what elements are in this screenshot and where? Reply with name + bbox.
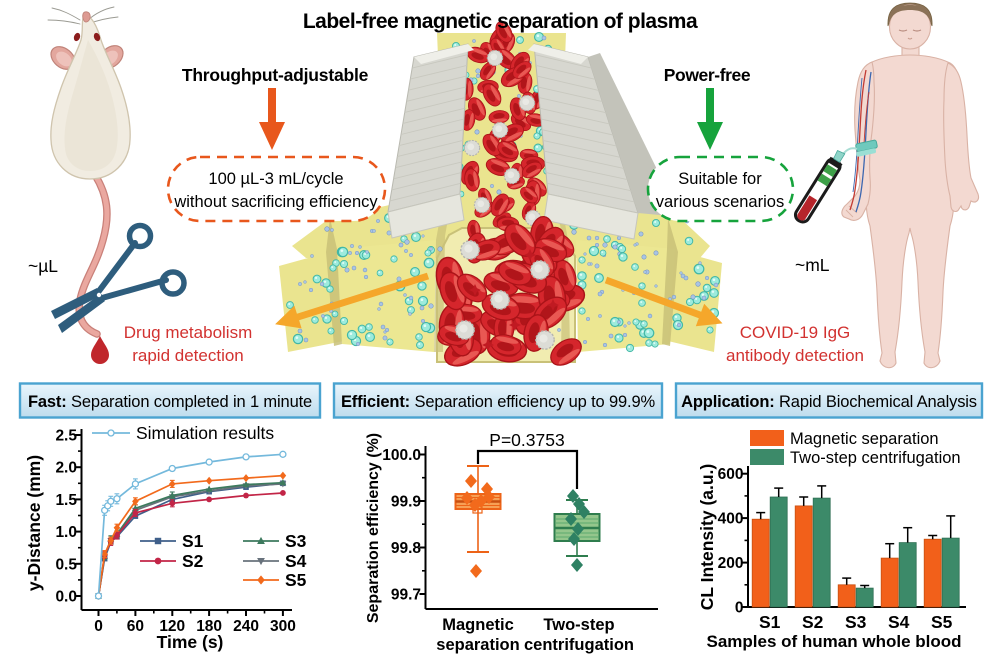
svg-text:180: 180 [196, 618, 222, 635]
svg-text:1.5: 1.5 [55, 492, 77, 509]
svg-text:~µL: ~µL [28, 256, 58, 276]
svg-text:0: 0 [94, 618, 103, 635]
svg-text:120: 120 [159, 618, 185, 635]
svg-text:100 µL-3 mL/cycle: 100 µL-3 mL/cycle [208, 170, 343, 188]
svg-text:Samples of human whole blood: Samples of human whole blood [706, 632, 961, 651]
svg-text:S1: S1 [182, 531, 204, 551]
svg-text:0.0: 0.0 [55, 589, 77, 606]
svg-text:Drug metabolism: Drug metabolism [124, 323, 253, 342]
svg-text:Throughput-adjustable: Throughput-adjustable [182, 65, 369, 85]
svg-text:Fast: Separation completed in: Fast: Separation completed in 1 minute [28, 393, 312, 411]
svg-text:400: 400 [718, 511, 744, 528]
svg-text:240: 240 [233, 618, 259, 635]
svg-text:60: 60 [127, 618, 144, 635]
svg-text:Time (s): Time (s) [157, 632, 224, 652]
svg-text:100.0: 100.0 [382, 447, 421, 464]
svg-text:centrifugation: centrifugation [524, 636, 634, 654]
svg-text:COVID-19 IgG: COVID-19 IgG [740, 323, 851, 342]
svg-text:without sacrificing efficiency: without sacrificing efficiency [173, 193, 378, 211]
svg-text:Label-free magnetic separation: Label-free magnetic separation of plasma [303, 10, 698, 33]
svg-text:99.8: 99.8 [391, 540, 422, 557]
svg-text:S3: S3 [285, 531, 307, 551]
svg-text:Simulation results: Simulation results [136, 423, 274, 443]
svg-text:S5: S5 [931, 612, 953, 632]
svg-text:Two-step: Two-step [543, 616, 614, 634]
svg-text:Power-free: Power-free [664, 65, 751, 85]
svg-text:various scenarios: various scenarios [656, 193, 784, 211]
svg-text:~mL: ~mL [795, 255, 830, 275]
svg-text:Separation efficiency (%): Separation efficiency (%) [365, 433, 382, 623]
svg-text:y-Distance (mm): y-Distance (mm) [24, 455, 44, 591]
svg-text:S3: S3 [845, 612, 867, 632]
svg-text:Suitable for: Suitable for [678, 170, 762, 188]
svg-text:Efficient: Separation efficien: Efficient: Separation efficiency up to 9… [341, 393, 656, 411]
svg-text:2.5: 2.5 [55, 428, 77, 445]
svg-text:600: 600 [718, 466, 744, 483]
svg-text:S1: S1 [759, 612, 781, 632]
svg-text:300: 300 [270, 618, 296, 635]
svg-text:Application: Rapid Biochemical: Application: Rapid Biochemical Analysis [681, 393, 977, 411]
svg-text:antibody detection: antibody detection [726, 346, 864, 365]
svg-text:2.0: 2.0 [55, 460, 77, 477]
svg-text:Two-step centrifugation: Two-step centrifugation [790, 449, 961, 467]
svg-text:S4: S4 [285, 551, 307, 571]
svg-text:99.7: 99.7 [391, 587, 421, 604]
svg-text:Magnetic: Magnetic [442, 616, 514, 634]
svg-text:0.5: 0.5 [55, 556, 77, 573]
svg-text:S4: S4 [888, 612, 910, 632]
svg-text:rapid detection: rapid detection [132, 346, 244, 365]
svg-text:0: 0 [735, 600, 744, 617]
svg-text:S2: S2 [802, 612, 824, 632]
svg-text:P=0.3753: P=0.3753 [489, 430, 564, 450]
svg-text:200: 200 [718, 555, 744, 572]
svg-text:separation: separation [436, 636, 519, 654]
svg-text:1.0: 1.0 [55, 524, 77, 541]
svg-text:Magnetic separation: Magnetic separation [790, 430, 939, 448]
svg-text:99.9: 99.9 [391, 494, 422, 511]
svg-text:S2: S2 [182, 551, 204, 571]
svg-text:CL Intensity (a.u.): CL Intensity (a.u.) [697, 464, 717, 611]
svg-text:S5: S5 [285, 570, 307, 590]
